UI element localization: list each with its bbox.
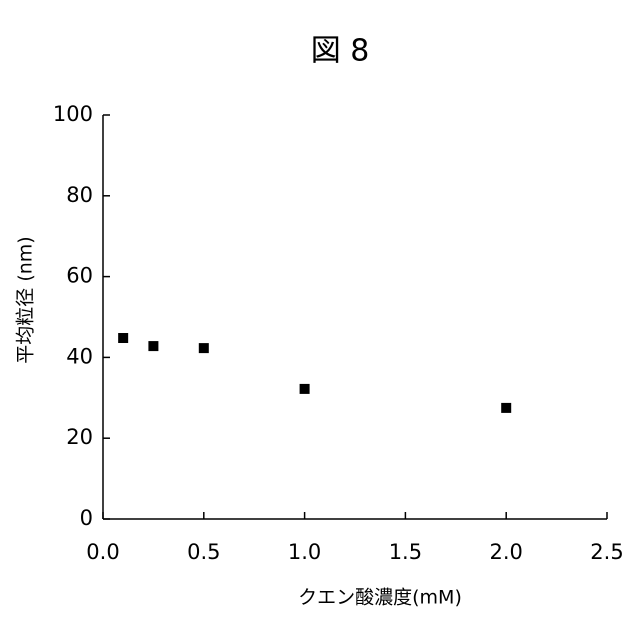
x-tick-label: 0.0	[86, 540, 119, 564]
y-tick-label: 40	[66, 344, 93, 368]
marker	[199, 343, 209, 353]
x-tick-label: 1.5	[389, 540, 422, 564]
chart-title: 図 8	[311, 34, 370, 69]
x-tick-label: 0.5	[187, 540, 220, 564]
x-axis-label: クエン酸濃度(mM)	[298, 587, 462, 609]
marker	[148, 341, 158, 351]
y-tick-label: 100	[53, 102, 93, 126]
x-tick-label: 1.0	[288, 540, 321, 564]
y-tick-label: 20	[66, 425, 93, 449]
x-tick-label: 2.5	[590, 540, 623, 564]
marker	[501, 403, 511, 413]
y-tick-label: 80	[66, 183, 93, 207]
chart: 図 8 クエン酸濃度(mM) 平均粒径 (nm) 0 20 40 60 80 100 0.0…	[0, 0, 640, 640]
y-axis-label: 平均粒径 (nm)	[15, 236, 37, 363]
y-tick-label: 0	[80, 506, 93, 530]
x-tick-label: 2.0	[489, 540, 522, 564]
y-tick-label: 60	[66, 264, 93, 288]
marker	[118, 333, 128, 343]
marker	[300, 384, 310, 394]
